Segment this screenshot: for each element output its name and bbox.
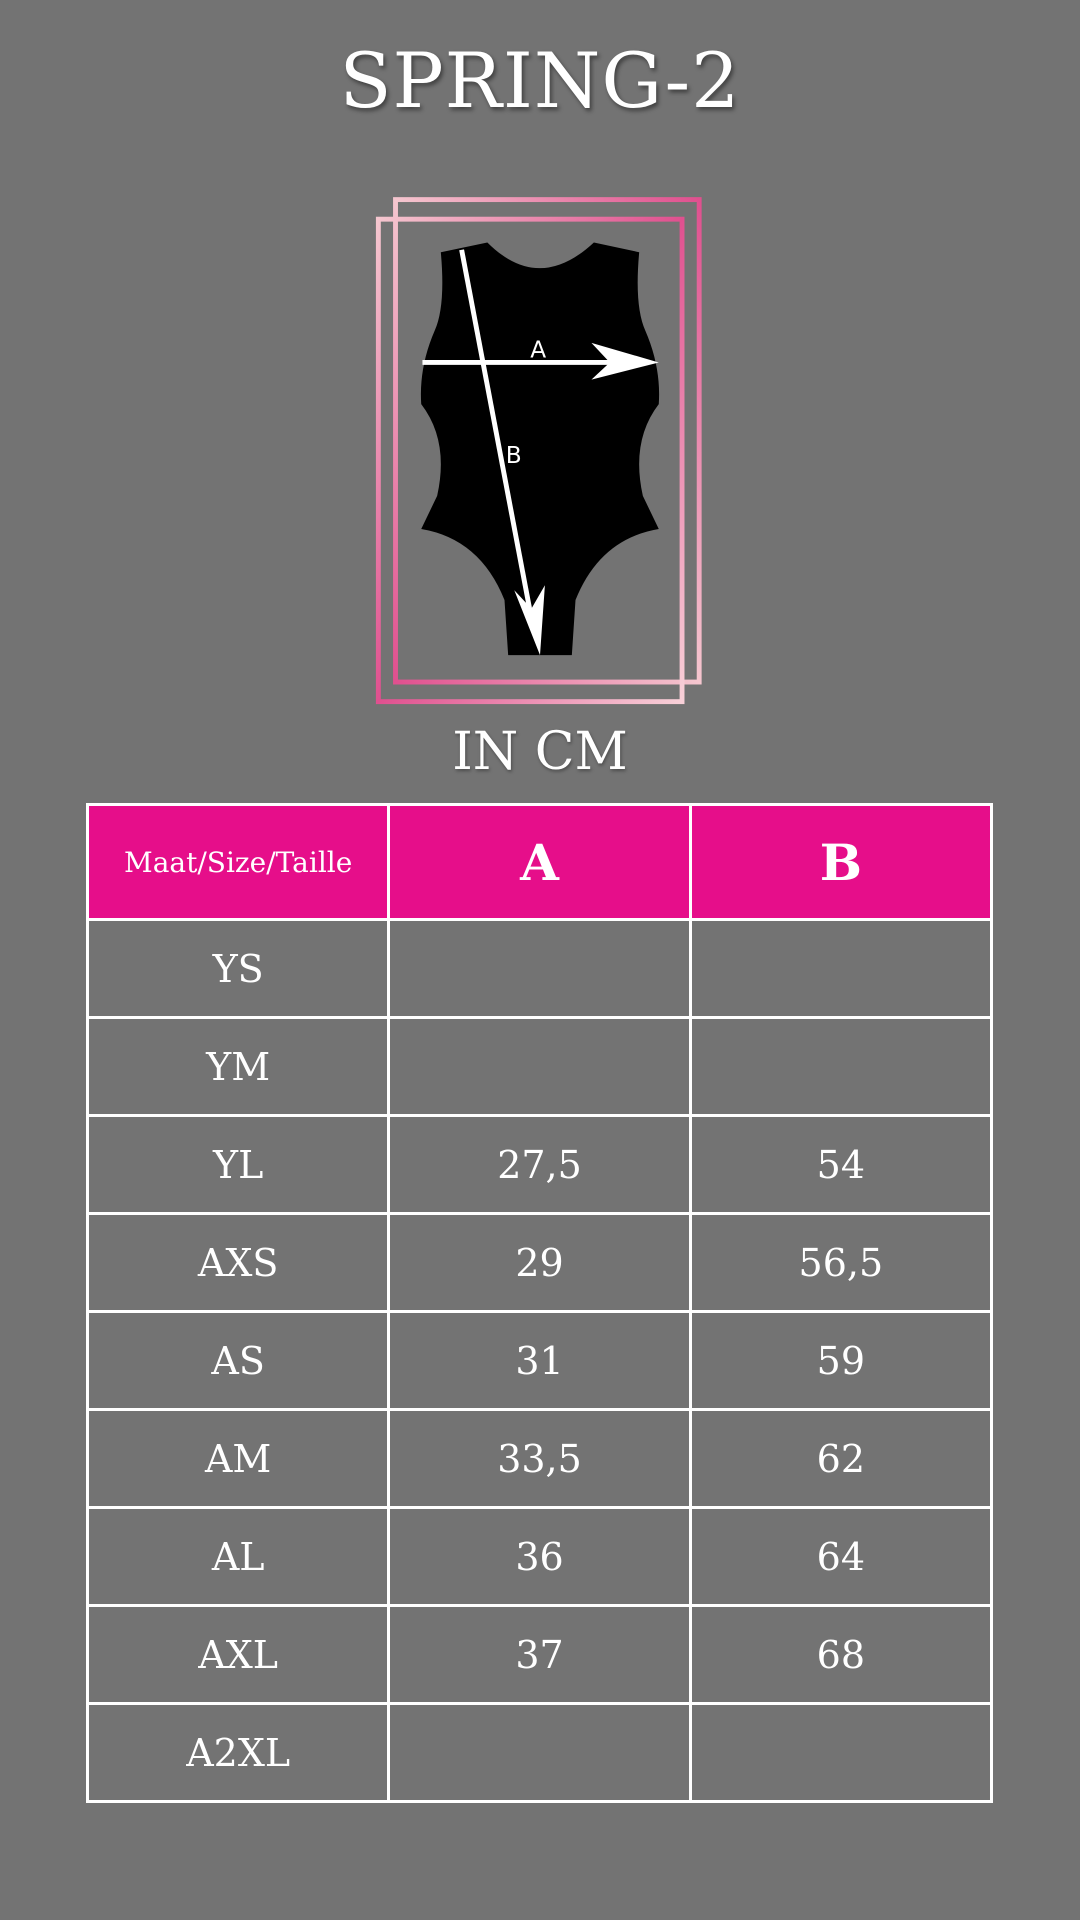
cell-size: YL: [85, 1114, 391, 1215]
header-b: B: [688, 803, 994, 921]
table-row: YS: [85, 918, 994, 1019]
cell-a: 33,5: [387, 1408, 692, 1509]
arrow-b-head: [514, 585, 545, 656]
cell-a: 31: [387, 1310, 692, 1411]
arrow-b-line: [459, 249, 534, 619]
cell-a: 27,5: [387, 1114, 692, 1215]
label-a: A: [530, 337, 546, 364]
table-header-row: Maat/Size/Taille A B: [85, 803, 994, 921]
cell-size: A2XL: [85, 1702, 391, 1803]
table-row: AS 31 59: [85, 1310, 994, 1411]
table-row: A2XL: [85, 1702, 994, 1803]
page-title: SPRING-2: [339, 36, 741, 125]
arrow-a-head: [591, 342, 659, 380]
table-row: AXL 37 68: [85, 1604, 994, 1705]
cell-b: [688, 1016, 994, 1117]
cell-a: 29: [387, 1212, 692, 1313]
cell-b: 62: [688, 1408, 994, 1509]
table-row: AL 36 64: [85, 1506, 994, 1607]
frame-back: [393, 197, 702, 685]
size-table: Maat/Size/Taille A B YS YM YL 27,5 54 AXS 29 56…: [85, 803, 994, 1803]
cell-size: AM: [85, 1408, 391, 1509]
table-row: AXS 29 56,5: [85, 1212, 994, 1313]
cell-b: [688, 918, 994, 1019]
cell-b: 54: [688, 1114, 994, 1215]
cell-a: [387, 1016, 692, 1117]
unit-label: IN CM: [452, 722, 628, 782]
table-row: YL 27,5 54: [85, 1114, 994, 1215]
frame-front: [375, 216, 685, 705]
header-a: A: [387, 803, 692, 921]
table-row: AM 33,5 62: [85, 1408, 994, 1509]
label-b: B: [506, 442, 522, 469]
table-row: YM: [85, 1016, 994, 1117]
cell-size: YS: [85, 918, 391, 1019]
cell-b: 59: [688, 1310, 994, 1411]
cell-b: 68: [688, 1604, 994, 1705]
bodysuit-silhouette: [420, 242, 660, 656]
cell-a: 36: [387, 1506, 692, 1607]
cell-a: [387, 918, 692, 1019]
cell-size: AS: [85, 1310, 391, 1411]
cell-b: [688, 1702, 994, 1803]
cell-a: 37: [387, 1604, 692, 1705]
cell-size: AL: [85, 1506, 391, 1607]
cell-size: YM: [85, 1016, 391, 1117]
cell-b: 56,5: [688, 1212, 994, 1313]
header-size: Maat/Size/Taille: [85, 803, 391, 921]
cell-size: AXS: [85, 1212, 391, 1313]
cell-b: 64: [688, 1506, 994, 1607]
cell-size: AXL: [85, 1604, 391, 1705]
cell-a: [387, 1702, 692, 1803]
